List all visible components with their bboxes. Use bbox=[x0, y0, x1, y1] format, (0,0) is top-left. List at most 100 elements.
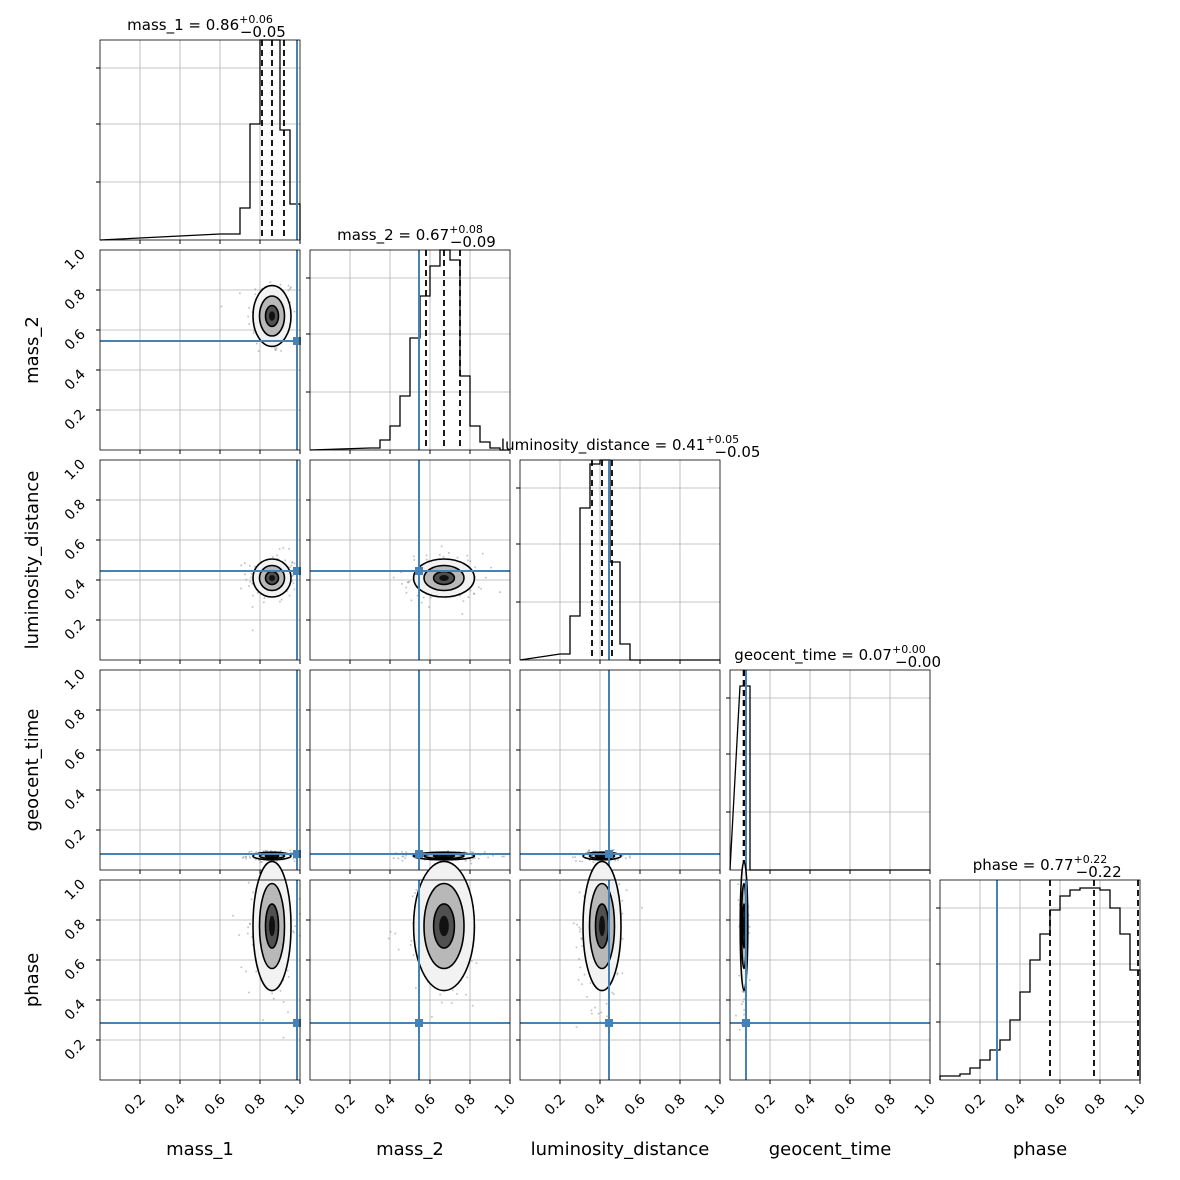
sample-point bbox=[292, 931, 295, 934]
sample-point bbox=[411, 895, 414, 898]
sample-point bbox=[743, 1008, 746, 1011]
sample-point bbox=[469, 859, 472, 862]
y-axis-label-geocent_time: geocent_time bbox=[22, 709, 43, 832]
sample-point bbox=[251, 606, 254, 609]
sample-point bbox=[294, 925, 297, 928]
sample-point bbox=[580, 937, 583, 940]
sample-point bbox=[578, 957, 581, 960]
sample-point bbox=[628, 855, 631, 858]
sample-point bbox=[447, 551, 450, 554]
sample-point bbox=[456, 992, 459, 995]
x-tick-label: 0.6 bbox=[202, 1091, 229, 1118]
title-plus: +0.06 bbox=[239, 13, 273, 26]
title-value: luminosity_distance = 0.41 bbox=[501, 436, 705, 455]
y-tick-label: 0.2 bbox=[62, 827, 89, 854]
sample-point bbox=[405, 854, 408, 857]
sample-point bbox=[289, 849, 292, 852]
sample-point bbox=[243, 562, 246, 565]
sample-point bbox=[597, 1012, 600, 1015]
sample-point bbox=[400, 582, 403, 585]
y-tick-label: 1.0 bbox=[62, 247, 89, 274]
sample-point bbox=[741, 1000, 744, 1003]
sample-point bbox=[473, 856, 476, 859]
y-tick-label: 0.6 bbox=[62, 536, 89, 563]
y-axis-label-mass_2: mass_2 bbox=[22, 316, 43, 384]
panel-title-mass_2: mass_2 = 0.67+0.08 bbox=[337, 223, 483, 245]
x-tick-label: 0.4 bbox=[162, 1091, 189, 1118]
sample-point bbox=[248, 991, 251, 994]
sample-point bbox=[480, 587, 483, 590]
sample-point bbox=[257, 350, 260, 353]
x-tick-label: 0.4 bbox=[792, 1091, 819, 1118]
title-value: geocent_time = 0.07 bbox=[734, 646, 892, 665]
sample-point bbox=[249, 857, 252, 860]
panel-frame bbox=[729, 669, 931, 871]
sample-point bbox=[641, 906, 644, 909]
sample-point bbox=[621, 912, 624, 915]
sample-point bbox=[600, 1011, 603, 1014]
panel-phase-vs-mass_1 bbox=[96, 860, 301, 1084]
panel-frame bbox=[519, 669, 721, 871]
sample-point bbox=[420, 601, 423, 604]
sample-point bbox=[466, 559, 469, 562]
x-tick-label: 0.8 bbox=[242, 1092, 269, 1119]
sample-point bbox=[471, 1004, 474, 1007]
panel-phase-vs-luminosity_distance bbox=[516, 860, 721, 1084]
sample-point bbox=[250, 572, 253, 575]
y-axis-label-phase: phase bbox=[22, 953, 43, 1007]
sample-point bbox=[238, 292, 241, 295]
sample-point bbox=[231, 914, 234, 917]
y-tick-label: 1.0 bbox=[62, 877, 89, 904]
sample-point bbox=[742, 991, 745, 994]
y-tick-label: 0.4 bbox=[62, 786, 89, 813]
sample-point bbox=[271, 992, 274, 995]
sample-point bbox=[578, 926, 581, 929]
sample-point bbox=[737, 883, 740, 886]
sample-point bbox=[248, 850, 251, 853]
sample-point bbox=[605, 1002, 608, 1005]
sample-point bbox=[571, 856, 574, 859]
panel-title-phase: phase = 0.77+0.22 bbox=[973, 853, 1108, 874]
sample-point bbox=[464, 859, 467, 862]
sample-point bbox=[405, 591, 408, 594]
truth-marker bbox=[415, 850, 423, 858]
sample-point bbox=[250, 850, 253, 853]
panel-frame bbox=[309, 879, 511, 1081]
sample-point bbox=[412, 555, 415, 558]
y-tick-label: 1.0 bbox=[62, 457, 89, 484]
panel-phase-vs-phase: phase = 0.77+0.22−0.22 bbox=[936, 853, 1141, 1084]
panel-luminosity_distance-vs-mass_2 bbox=[306, 459, 511, 664]
y-tick-label: 0.2 bbox=[62, 1037, 89, 1064]
density-peak bbox=[439, 855, 449, 857]
x-tick-label: 0.2 bbox=[332, 1092, 359, 1119]
sample-point bbox=[247, 315, 250, 318]
truth-marker bbox=[605, 850, 613, 858]
sample-point bbox=[279, 989, 282, 992]
sample-point bbox=[242, 855, 245, 858]
sample-point bbox=[579, 966, 582, 969]
panel-frame bbox=[99, 669, 301, 871]
title-plus: +0.22 bbox=[1074, 853, 1108, 866]
sample-point bbox=[593, 1006, 596, 1009]
sample-point bbox=[244, 856, 247, 859]
x-axis-label-mass_2: mass_2 bbox=[376, 1139, 444, 1160]
sample-point bbox=[738, 974, 741, 977]
truth-marker bbox=[293, 850, 301, 858]
sample-point bbox=[401, 855, 404, 858]
truth-marker bbox=[415, 567, 423, 575]
sample-point bbox=[574, 856, 577, 859]
sample-point bbox=[392, 576, 395, 579]
sample-point bbox=[481, 552, 484, 555]
sample-point bbox=[254, 288, 257, 291]
truth-marker bbox=[605, 1019, 613, 1027]
sample-point bbox=[470, 862, 473, 865]
sample-point bbox=[405, 851, 408, 854]
sample-point bbox=[438, 553, 441, 556]
y-tick-label: 0.4 bbox=[62, 576, 89, 603]
sample-point bbox=[477, 857, 480, 860]
sample-point bbox=[262, 1019, 265, 1022]
sample-point bbox=[743, 1013, 746, 1016]
sample-point bbox=[291, 561, 294, 564]
sample-point bbox=[484, 576, 487, 579]
